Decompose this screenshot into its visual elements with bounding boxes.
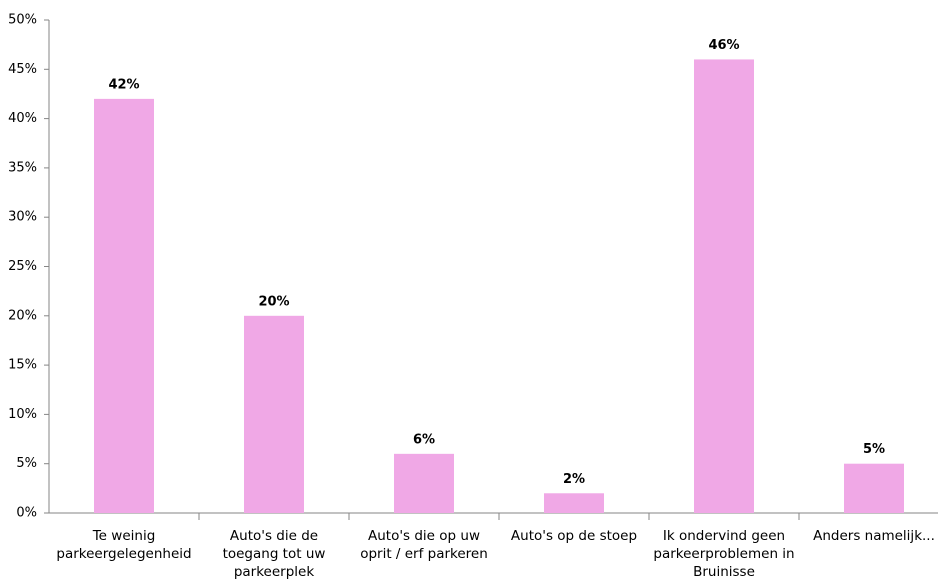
y-tick-label: 35% [8,160,37,175]
x-tick-label: Auto's die de toegang tot uw parkeerplek… [222,528,326,584]
y-tick-label: 30% [8,210,37,225]
value-label: 42% [108,77,139,92]
x-tick-label: Auto's die op uw oprit / erf parkeren [360,528,488,562]
x-tick-label: Auto's op de stoep [510,528,638,544]
bar [394,453,454,513]
y-tick-label: 45% [8,62,37,77]
x-tick-label: Anders namelijk... [813,528,935,544]
bar [94,98,154,513]
y-tick-label: 15% [8,358,37,373]
x-tick-label: Ik ondervind geen parkeerproblemen in Br… [653,528,795,580]
value-label: 6% [413,432,435,447]
y-tick-label: 10% [8,407,37,422]
y-tick-label: 20% [8,308,37,323]
y-tick-label: 0% [16,506,37,521]
y-tick-label: 40% [8,111,37,126]
value-label: 20% [258,294,289,309]
bar [844,463,904,513]
y-tick-label: 25% [8,259,37,274]
value-label: 5% [863,442,885,457]
value-label: 2% [563,472,585,487]
y-tick-label: 50% [8,13,37,28]
value-label: 46% [708,38,739,53]
x-tick-label: Te weinig parkeergelegenheid [56,528,192,562]
bar [694,59,754,513]
bar [544,493,604,513]
y-tick-label: 5% [16,456,37,471]
bar [244,315,304,513]
